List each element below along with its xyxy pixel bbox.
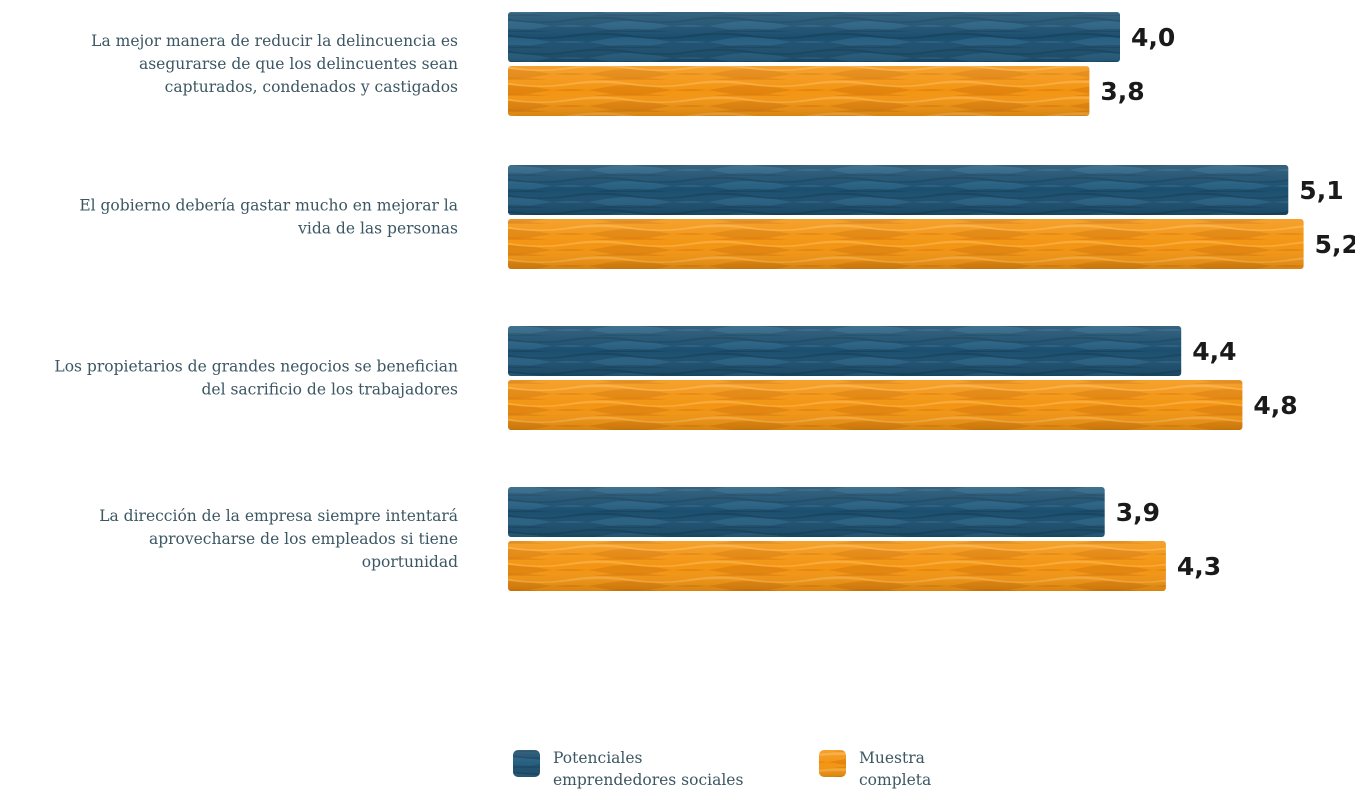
bar-shade <box>508 66 1090 116</box>
data-label: 4,4 <box>1192 337 1236 366</box>
bar-shade <box>508 219 1304 269</box>
category-label: La dirección de la empresa siempre inten… <box>99 507 458 571</box>
category-label-line: La dirección de la empresa siempre inten… <box>99 507 458 525</box>
data-label: 3,8 <box>1100 77 1144 106</box>
value-labels: 4,0 3,8 5,1 5,2 4,4 4,8 3,9 4,3 <box>1100 23 1355 581</box>
bars <box>508 12 1304 591</box>
legend-label-line: completa <box>859 771 931 789</box>
category-label-line: del sacrificio de los trabajadores <box>201 381 458 399</box>
category-label-line: aprovecharse de los empleados si tiene <box>149 530 458 548</box>
legend-label-line: Muestra <box>859 749 925 767</box>
bar-shade <box>508 12 1120 62</box>
legend-swatch-shade <box>513 750 540 777</box>
category-label-line: asegurarse de que los delincuentes sean <box>139 55 458 73</box>
data-label: 3,9 <box>1116 498 1160 527</box>
category-labels: La mejor manera de reducir la delincuenc… <box>54 32 458 571</box>
category-label-line: Los propietarios de grandes negocios se … <box>54 358 458 376</box>
category-label-line: La mejor manera de reducir la delincuenc… <box>91 32 458 50</box>
legend-label: Potenciales emprendedores sociales <box>553 749 743 789</box>
category-label: Los propietarios de grandes negocios se … <box>54 358 458 399</box>
data-label: 5,2 <box>1315 230 1355 259</box>
bar-shade <box>508 487 1105 537</box>
data-label: 4,0 <box>1131 23 1175 52</box>
category-label: La mejor manera de reducir la delincuenc… <box>91 32 458 96</box>
data-label: 5,1 <box>1299 176 1343 205</box>
category-label-line: oportunidad <box>362 553 458 571</box>
bar-shade <box>508 380 1243 430</box>
legend-label: Muestra completa <box>859 749 931 789</box>
data-label: 4,3 <box>1177 552 1221 581</box>
bar-shade <box>508 541 1166 591</box>
legend: Potenciales emprendedores sociales Muestra… <box>513 749 931 789</box>
legend-label-line: emprendedores sociales <box>553 771 743 789</box>
category-label: El gobierno debería gastar mucho en mejo… <box>79 197 458 238</box>
category-label-line: capturados, condenados y castigados <box>165 78 458 96</box>
data-label: 4,8 <box>1253 391 1297 420</box>
category-label-line: El gobierno debería gastar mucho en mejo… <box>79 197 458 215</box>
legend-swatch-shade <box>819 750 846 777</box>
bar-shade <box>508 326 1182 376</box>
category-label-line: vida de las personas <box>297 220 458 238</box>
bar-shade <box>508 165 1289 215</box>
legend-label-line: Potenciales <box>553 749 643 767</box>
